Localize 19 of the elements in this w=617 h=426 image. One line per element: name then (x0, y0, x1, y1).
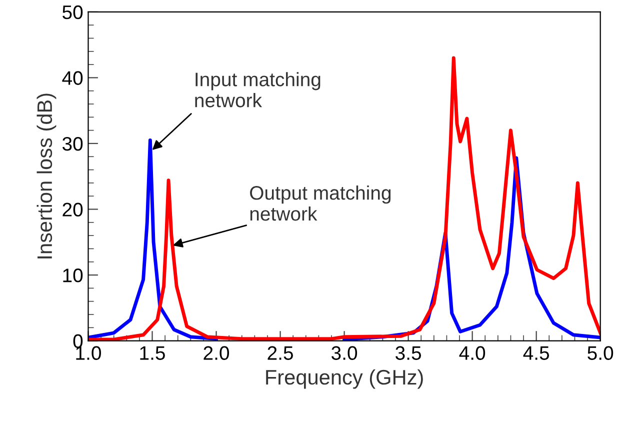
y-tick-label: 30 (62, 136, 83, 151)
x-axis-title: Frequency (GHz) (266, 369, 423, 389)
x-tick-label: 3.5 (396, 346, 421, 360)
x-tick-label: 5.0 (588, 346, 614, 360)
y-tick-label: 0 (73, 334, 83, 348)
x-tick-label: 2.0 (204, 346, 230, 360)
y-tick-label: 20 (62, 202, 83, 216)
x-tick-label: 1.5 (140, 346, 165, 360)
x-tick-label: 4.5 (523, 346, 550, 360)
annotation: Input matching network (195, 72, 320, 108)
x-tick-label: 1.0 (76, 346, 101, 360)
y-axis-title: Insertion loss (dB) (36, 94, 56, 258)
x-tick-label: 2.5 (268, 346, 293, 360)
y-tick-label: 50 (62, 5, 83, 20)
y-tick-label: 40 (62, 71, 83, 85)
y-tick-label: 10 (63, 268, 83, 282)
x-tick-label: 3.0 (332, 346, 358, 360)
x-tick-label: 4.0 (459, 346, 486, 360)
annotation: Output matching network (250, 186, 391, 221)
